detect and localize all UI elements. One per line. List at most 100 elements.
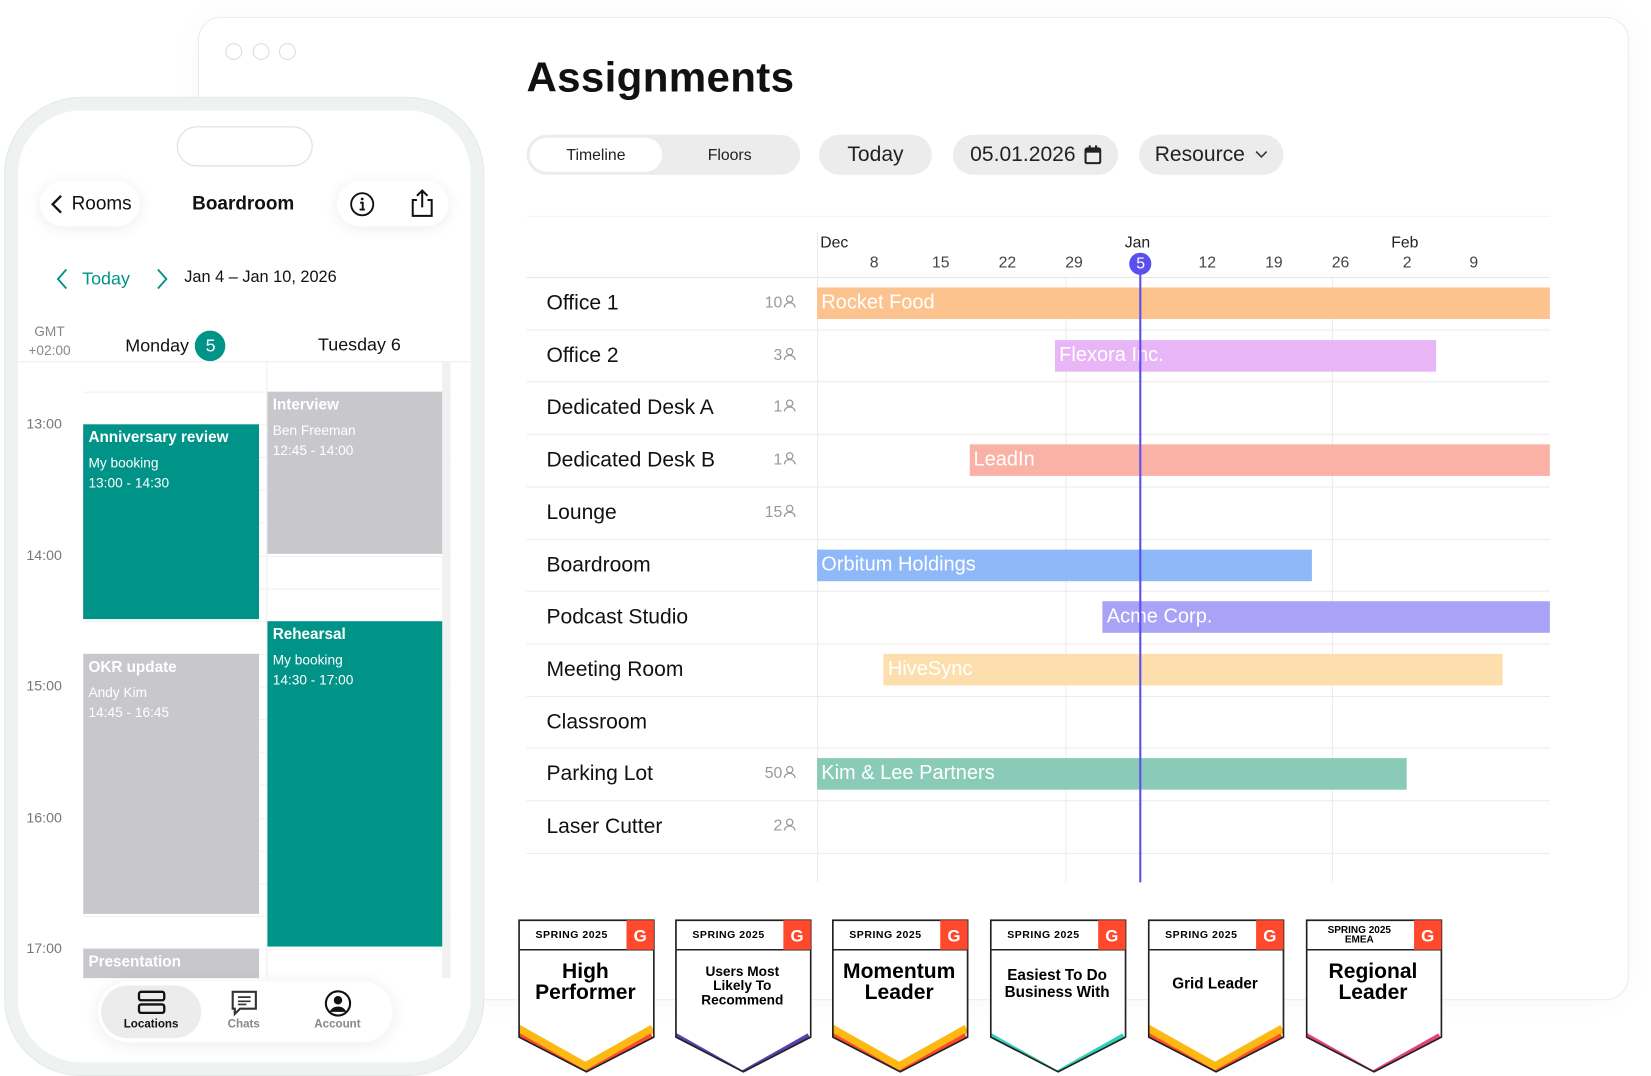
booking-bar[interactable]: Flexora Inc. [1054, 339, 1436, 372]
badge-title-line: Users Most [705, 964, 779, 979]
svg-text:G: G [1263, 926, 1276, 945]
resource-capacity: 1 [737, 398, 796, 416]
booking-bar[interactable]: Acme Corp. [1102, 601, 1550, 633]
badge-title-line: Likely To [713, 978, 771, 993]
capacity-value: 10 [764, 293, 783, 312]
event-card[interactable]: Anniversary review My booking 13:00 - 14… [83, 424, 260, 619]
badge-title-line: Grid Leader [1172, 976, 1258, 993]
divider [526, 486, 1550, 488]
day-header-monday[interactable]: Monday 5 [125, 330, 226, 362]
column-gutter [442, 362, 451, 979]
day-header-tuesday[interactable]: Tuesday 6 [317, 334, 401, 355]
event-time: 13:00 - 14:30 [88, 474, 170, 491]
calendar-icon [1084, 145, 1101, 165]
grid-line [83, 686, 451, 688]
tab-locations[interactable]: Locations [101, 985, 202, 1039]
window-minimize-dot[interactable] [252, 43, 270, 61]
tab-chats[interactable]: Chats [194, 986, 294, 1039]
week-tick: 2 [1402, 253, 1412, 272]
today-badge: 5 [195, 330, 226, 362]
resource-capacity: 3 [737, 346, 796, 364]
person-icon [783, 818, 796, 831]
phone-notch [176, 126, 313, 167]
divider [526, 381, 1550, 383]
page-title: Assignments [526, 54, 795, 102]
locations-icon [101, 990, 201, 1018]
divider [526, 643, 1550, 645]
tab-timeline[interactable]: Timeline [529, 137, 663, 172]
next-week-icon[interactable] [156, 268, 169, 290]
g2-logo-icon [1414, 920, 1442, 950]
today-marker: 5 [1129, 252, 1152, 275]
divider [526, 433, 1550, 435]
capacity-value: 50 [764, 764, 783, 783]
hour-label: 13:00 [26, 415, 62, 432]
badge-title-line: Leader [1338, 981, 1407, 1004]
week-tick: 8 [869, 253, 879, 272]
hour-label: 15:00 [26, 678, 62, 694]
tab-label: Locations [123, 1018, 179, 1031]
badge-title-line: Business With [1005, 984, 1110, 1001]
badge-season: SPRING 2025 [1165, 929, 1237, 941]
today-link[interactable]: Today [82, 268, 130, 289]
divider [526, 215, 1550, 217]
resource-name: Classroom [546, 710, 648, 734]
date-picker[interactable]: 05.01.2026 [952, 134, 1119, 175]
event-title: Rehearsal [272, 626, 346, 644]
tab-floors[interactable]: Floors [707, 145, 752, 164]
previous-week-icon[interactable] [56, 268, 69, 290]
month-label: Dec [820, 233, 849, 252]
grid-line [1332, 276, 1334, 883]
account-icon [287, 990, 387, 1018]
capacity-value: 1 [773, 398, 783, 417]
grid-line [83, 850, 451, 852]
badge-title-line: Momentum [843, 960, 955, 983]
week-tick: 19 [1265, 253, 1283, 272]
person-icon [783, 504, 796, 517]
calendar-grid[interactable]: 13:00 14:00 15:00 16:00 17:00 Anniversary re… [18, 362, 471, 979]
today-button[interactable]: Today [819, 134, 932, 175]
badge-title-line: Easiest To Do [1007, 967, 1107, 984]
person-icon [783, 295, 796, 308]
event-subtitle: Ben Freeman [272, 422, 356, 438]
event-card[interactable]: Rehearsal My booking 14:30 - 17:00 [267, 620, 443, 947]
timezone-name: GMT [34, 323, 65, 340]
window-close-dot[interactable] [225, 43, 243, 61]
booking-bar[interactable]: HiveSync [883, 653, 1503, 686]
event-card[interactable]: OKR update Andy Kim 14:45 - 16:45 [83, 653, 260, 914]
resource-capacity: 50 [737, 765, 796, 783]
resource-name: Parking Lot [546, 762, 653, 786]
window-zoom-dot[interactable] [279, 43, 296, 61]
booking-bar[interactable]: Rocket Food [817, 287, 1550, 320]
week-tick: 9 [1469, 253, 1479, 272]
week-tick: 15 [931, 253, 950, 272]
event-subtitle: My booking [88, 454, 159, 471]
back-button[interactable]: Rooms [40, 181, 141, 227]
event-card[interactable]: Presentation [83, 948, 260, 979]
divider [526, 695, 1550, 697]
day-name: Monday [125, 335, 189, 356]
info-icon[interactable] [350, 192, 375, 217]
week-tick: 26 [1331, 253, 1350, 272]
booking-bar[interactable]: LeadIn [969, 444, 1550, 477]
group-by-dropdown[interactable]: Resource [1139, 134, 1284, 175]
grid-line [83, 653, 451, 655]
booking-bar[interactable]: Kim & Lee Partners [817, 758, 1408, 790]
share-icon[interactable] [411, 188, 434, 217]
resource-name: Dedicated Desk B [546, 448, 716, 472]
booking-bar[interactable]: Orbitum Holdings [817, 549, 1312, 581]
header-actions [336, 181, 449, 227]
svg-text:G: G [790, 926, 803, 945]
resource-name: Office 1 [546, 291, 619, 315]
resource-name: Meeting Room [546, 657, 684, 682]
resource-capacity: 2 [737, 817, 796, 835]
g2-logo-icon [940, 920, 968, 950]
divider [526, 800, 1550, 802]
view-switcher: Timeline Floors [526, 134, 801, 175]
tab-account[interactable]: Account [287, 986, 387, 1039]
g2-logo-icon [783, 920, 811, 950]
event-card[interactable]: Interview Ben Freeman 12:45 - 14:00 [267, 391, 443, 554]
